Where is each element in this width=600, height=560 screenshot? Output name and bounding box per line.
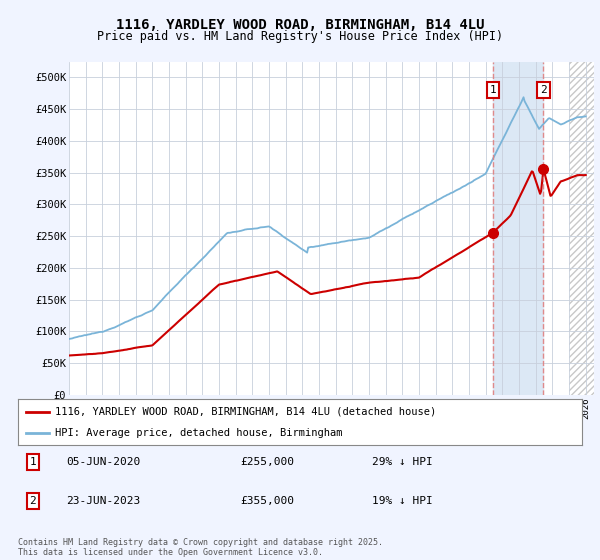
Text: HPI: Average price, detached house, Birmingham: HPI: Average price, detached house, Birm… xyxy=(55,428,342,438)
Text: 1: 1 xyxy=(490,85,496,95)
Text: Contains HM Land Registry data © Crown copyright and database right 2025.
This d: Contains HM Land Registry data © Crown c… xyxy=(18,538,383,557)
Text: £255,000: £255,000 xyxy=(240,457,294,467)
Text: 1116, YARDLEY WOOD ROAD, BIRMINGHAM, B14 4LU (detached house): 1116, YARDLEY WOOD ROAD, BIRMINGHAM, B14… xyxy=(55,407,436,417)
Text: 2: 2 xyxy=(29,496,37,506)
Bar xyxy=(569,62,594,395)
Text: 05-JUN-2020: 05-JUN-2020 xyxy=(66,457,140,467)
Text: Price paid vs. HM Land Registry's House Price Index (HPI): Price paid vs. HM Land Registry's House … xyxy=(97,30,503,43)
Text: 1116, YARDLEY WOOD ROAD, BIRMINGHAM, B14 4LU: 1116, YARDLEY WOOD ROAD, BIRMINGHAM, B14… xyxy=(116,18,484,32)
Bar xyxy=(493,62,544,395)
Text: £355,000: £355,000 xyxy=(240,496,294,506)
Text: 1: 1 xyxy=(29,457,37,467)
Text: 2: 2 xyxy=(540,85,547,95)
Text: 19% ↓ HPI: 19% ↓ HPI xyxy=(372,496,433,506)
Text: 29% ↓ HPI: 29% ↓ HPI xyxy=(372,457,433,467)
Text: 23-JUN-2023: 23-JUN-2023 xyxy=(66,496,140,506)
